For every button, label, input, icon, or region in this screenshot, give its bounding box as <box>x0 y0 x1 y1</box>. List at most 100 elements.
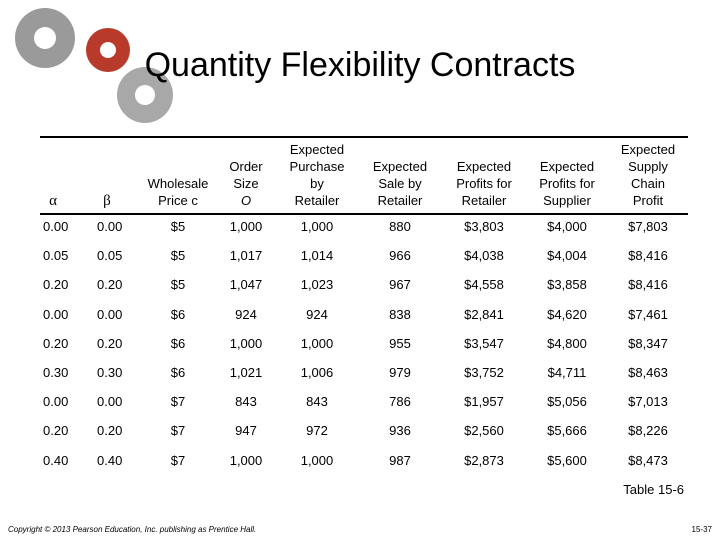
column-header: Retailer <box>294 193 340 208</box>
column-header: Expected <box>456 159 512 174</box>
table-cell: 1,017 <box>229 248 263 264</box>
table-cell: $5 <box>170 219 186 234</box>
table-cell: 0.00 <box>43 394 69 410</box>
table-cell: $3,858 <box>547 277 587 293</box>
copyright: Copyright © 2013 Pearson Education, Inc.… <box>8 525 257 534</box>
column-header: by <box>310 176 324 191</box>
table-cell: $4,800 <box>547 335 587 351</box>
table-cell: $7 <box>170 423 186 439</box>
table-cell: $3,547 <box>464 335 504 351</box>
column-header: Expected <box>539 159 595 174</box>
table-cell: $6 <box>170 365 186 380</box>
table-cell: $1,957 <box>464 394 504 410</box>
table-cell: 955 <box>389 335 411 351</box>
table-cell: $2,560 <box>464 423 504 439</box>
rule <box>40 213 688 215</box>
table-cell: $8,347 <box>628 335 668 351</box>
table-cell: 0.05 <box>97 248 123 264</box>
table-cell: 843 <box>306 394 328 410</box>
table-cell: 0.20 <box>43 277 69 293</box>
table-cell: 786 <box>389 394 411 410</box>
column-header: Retailer <box>461 193 507 208</box>
table-cell: 0.30 <box>43 365 69 380</box>
table-cell: 987 <box>389 452 411 468</box>
table-cell: $8,473 <box>628 452 668 468</box>
table-cell: $5 <box>170 277 186 293</box>
table-cell: 1,021 <box>229 365 263 380</box>
table-cell: $3,752 <box>464 365 504 380</box>
table-cell: 843 <box>235 394 257 410</box>
column-header: Profit <box>632 193 664 208</box>
table-cell: $7,803 <box>628 219 668 234</box>
table-cell: 0.20 <box>43 335 69 351</box>
table-cell: 0.05 <box>43 248 69 264</box>
table-cell: $7 <box>170 452 186 468</box>
column-header: Sale by <box>378 176 422 191</box>
table-cell: 1,023 <box>300 277 334 293</box>
column-header: α <box>49 193 57 209</box>
table-cell: 1,000 <box>229 219 263 234</box>
table-cell: 0.00 <box>97 306 123 322</box>
table-cell: 838 <box>389 306 411 322</box>
column-header: β <box>103 193 111 209</box>
slide-title: Quantity Flexibility Contracts <box>144 46 576 84</box>
table-cell: 967 <box>389 277 411 293</box>
table-cell: $7 <box>170 394 186 410</box>
table-cell: $3,803 <box>464 219 504 234</box>
table-cell: 0.00 <box>43 219 69 234</box>
column-header: Price c <box>158 193 198 208</box>
page-number: 15-37 <box>691 525 712 534</box>
table-cell: 0.00 <box>97 394 123 410</box>
table-cell: $4,558 <box>464 277 504 293</box>
table-cell: $6 <box>170 335 186 351</box>
table-cell: 0.30 <box>97 365 123 380</box>
table-cell: 0.20 <box>43 423 69 439</box>
column-header: Expected <box>620 142 676 157</box>
table-cell: 0.20 <box>97 277 123 293</box>
column-header: Order <box>229 159 263 174</box>
table-cell: $6 <box>170 306 186 322</box>
table-cell: 1,000 <box>300 219 334 234</box>
table-cell: $8,226 <box>628 423 668 439</box>
table-cell: 972 <box>306 423 328 439</box>
table-cell: 966 <box>389 248 411 264</box>
table-cell: $7,013 <box>628 394 668 410</box>
column-header: Supply <box>628 159 668 174</box>
table-cell: 0.20 <box>97 423 123 439</box>
table-caption: Table 15-6 <box>623 482 684 497</box>
table-cell: $4,620 <box>547 306 587 322</box>
column-header: Supplier <box>543 193 591 208</box>
gear-hole <box>135 85 155 105</box>
table-cell: 936 <box>389 423 411 439</box>
column-header: Profits for <box>539 176 595 191</box>
table-cell: $2,873 <box>464 452 504 468</box>
column-header: Expected <box>372 159 428 174</box>
table-cell: $4,038 <box>464 248 504 264</box>
column-header: Purchase <box>289 159 345 174</box>
table-cell: 0.40 <box>97 452 123 468</box>
table-cell: 880 <box>389 219 411 234</box>
table-cell: $5,666 <box>547 423 587 439</box>
table-cell: $5,056 <box>547 394 587 410</box>
table-cell: $8,463 <box>628 365 668 380</box>
table-cell: 1,000 <box>300 452 334 468</box>
table-cell: 0.00 <box>43 306 69 322</box>
table-cell: $5 <box>170 248 186 264</box>
table-cell: 924 <box>235 306 257 322</box>
table-cell: $8,416 <box>628 248 668 264</box>
table-cell: 947 <box>235 423 257 439</box>
table-cell: $4,004 <box>547 248 587 264</box>
table-cell: 0.40 <box>43 452 69 468</box>
gear-logo <box>15 8 173 123</box>
gear-hole <box>34 27 56 49</box>
table-cell: 1,000 <box>229 452 263 468</box>
table-cell: 0.00 <box>97 219 123 234</box>
table-cell: 1,006 <box>300 365 334 380</box>
table-cell: 1,014 <box>300 248 334 264</box>
table-cell: 924 <box>306 306 328 322</box>
gear-hole <box>100 42 116 58</box>
column-header: Size <box>233 176 259 191</box>
column-header: Retailer <box>377 193 423 208</box>
table-cell: 1,000 <box>229 335 263 351</box>
